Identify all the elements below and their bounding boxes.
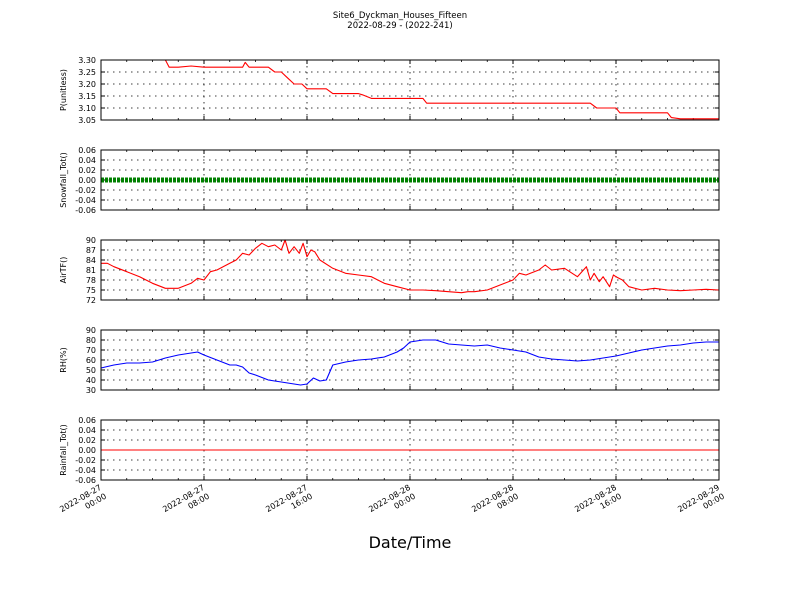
plot-frame xyxy=(100,239,720,301)
y-tick-label: 30 xyxy=(86,386,96,395)
y-tick-label: -0.02 xyxy=(75,186,96,195)
y-tick-label: 40 xyxy=(86,376,96,385)
y-axis-label: AirTF() xyxy=(59,257,68,284)
plot-frame xyxy=(100,59,720,121)
y-tick-label: 0.06 xyxy=(78,416,96,425)
y-tick-label: 3.10 xyxy=(78,104,96,113)
y-axis-label: RH(%) xyxy=(59,347,68,372)
y-axis-label: Rainfall_Tot() xyxy=(59,424,68,476)
series-line xyxy=(101,239,720,294)
y-tick-label: 0.06 xyxy=(78,146,96,155)
y-tick-label: 3.30 xyxy=(78,56,96,65)
y-tick-label: -0.06 xyxy=(75,476,96,485)
x-tick-label: 2022-08-2816:00 xyxy=(573,483,623,523)
series-line xyxy=(101,59,719,120)
series-line xyxy=(100,339,719,386)
y-tick-label: 87 xyxy=(86,246,96,255)
y-tick-label: 84 xyxy=(86,256,96,265)
y-tick-label: 0.04 xyxy=(78,156,96,165)
plot-frame xyxy=(100,329,720,391)
y-axis-label: Snowfall_Tot() xyxy=(59,152,68,208)
y-tick-label: 72 xyxy=(86,296,96,305)
y-tick-label: 78 xyxy=(86,276,96,285)
y-tick-label: 0.04 xyxy=(78,426,96,435)
chart-subtitle: 2022-08-29 - (2022-241) xyxy=(347,21,453,31)
y-tick-label: 0.02 xyxy=(78,436,96,445)
y-tick-label: -0.04 xyxy=(75,466,96,475)
y-tick-label: 3.25 xyxy=(78,68,96,77)
x-tick-label: 2022-08-2700:00 xyxy=(58,483,108,523)
y-tick-label: 70 xyxy=(86,346,96,355)
y-tick-label: 0.02 xyxy=(78,166,96,175)
y-tick-label: 90 xyxy=(86,326,96,335)
y-tick-label: 75 xyxy=(86,286,96,295)
y-tick-label: 90 xyxy=(86,236,96,245)
y-tick-label: 80 xyxy=(86,336,96,345)
panel-2: -0.06-0.04-0.020.000.020.040.06 Snowfall_… xyxy=(59,146,720,215)
x-tick-label: 2022-08-2708:00 xyxy=(161,483,211,523)
y-tick-label: 0.00 xyxy=(78,446,96,455)
x-tick-label: 2022-08-2900:00 xyxy=(676,483,726,523)
y-tick-label: 3.15 xyxy=(78,92,96,101)
plot-frame xyxy=(100,419,720,481)
x-axis-label: Date/Time xyxy=(368,533,452,552)
y-tick-label: 3.20 xyxy=(78,80,96,89)
x-tick-label: 2022-08-2800:00 xyxy=(367,483,417,523)
plot-frame xyxy=(100,149,720,211)
y-tick-label: -0.06 xyxy=(75,206,96,215)
y-tick-label: 3.05 xyxy=(78,116,96,125)
panel-5: -0.06-0.04-0.020.000.020.040.06 Rainfall_… xyxy=(59,416,720,485)
y-tick-label: 50 xyxy=(86,366,96,375)
y-tick-label: -0.02 xyxy=(75,456,96,465)
y-tick-label: -0.04 xyxy=(75,196,96,205)
x-tick-label: 2022-08-2716:00 xyxy=(264,483,314,523)
y-tick-label: 0.00 xyxy=(78,176,96,185)
chart-title: Site6_Dyckman_Houses_Fifteen xyxy=(332,11,468,21)
x-tick-label: 2022-08-2808:00 xyxy=(470,483,520,523)
y-tick-label: 81 xyxy=(86,266,96,275)
y-axis-label: P(unitless) xyxy=(59,69,68,111)
panel-1: 3.05 3.10 3.15 3.20 3.25 3.30 P(unitless) xyxy=(59,56,720,125)
y-tick-label: 60 xyxy=(86,356,96,365)
